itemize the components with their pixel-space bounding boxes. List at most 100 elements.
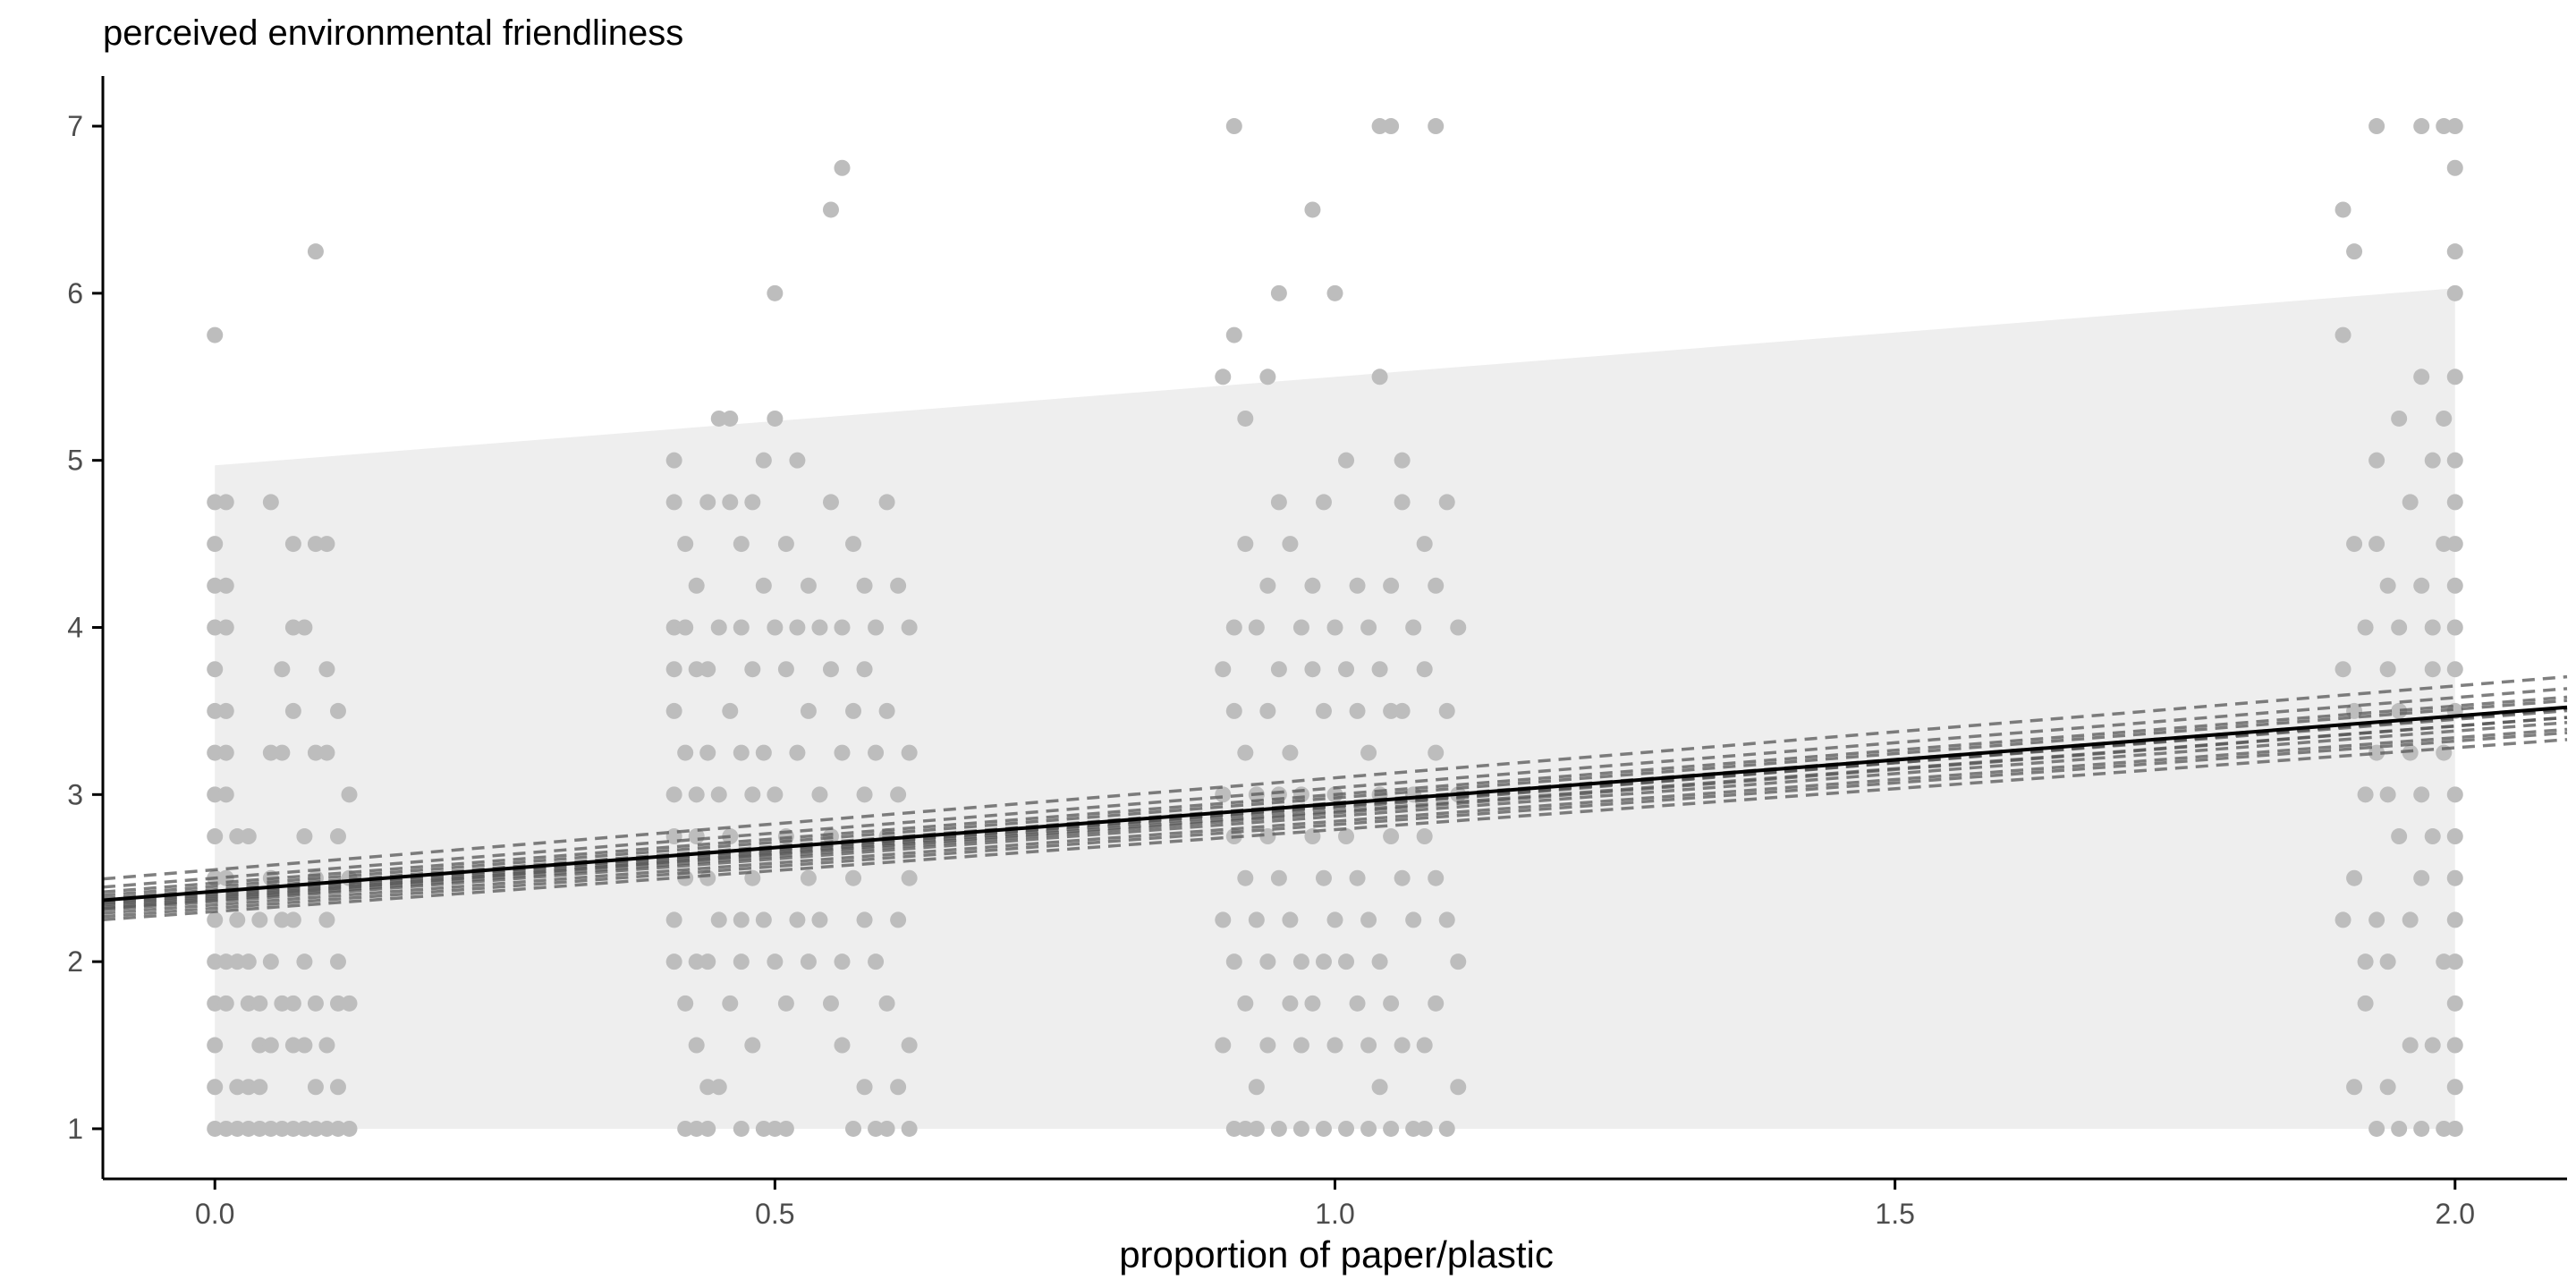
data-point — [318, 536, 335, 553]
data-point — [341, 1120, 358, 1137]
x-axis-ticks: 0.0 0.5 1.0 1.5 2.0 — [195, 1179, 2475, 1230]
data-point — [274, 661, 291, 678]
data-point — [2446, 159, 2463, 176]
data-point — [329, 828, 346, 845]
data-point — [1215, 911, 1232, 928]
data-point — [217, 619, 234, 636]
data-point — [329, 953, 346, 970]
data-point — [1304, 995, 1321, 1012]
data-point — [2334, 201, 2351, 218]
data-point — [2368, 452, 2385, 469]
data-point — [2368, 118, 2385, 135]
dashed-regression-line — [102, 721, 2568, 912]
data-point — [901, 1037, 918, 1054]
data-point — [1371, 953, 1388, 970]
data-point — [1394, 869, 1411, 886]
data-point — [1225, 118, 1242, 135]
data-point — [800, 702, 817, 719]
data-point — [755, 1120, 772, 1137]
data-point — [2446, 828, 2463, 845]
data-point — [1438, 494, 1455, 511]
data-point — [2368, 1120, 2385, 1137]
data-point — [789, 911, 806, 928]
data-point — [722, 995, 739, 1012]
data-point — [2357, 619, 2374, 636]
fitted-regression-line — [102, 705, 2568, 902]
data-point — [834, 744, 851, 761]
data-point — [2424, 828, 2441, 845]
data-point — [822, 201, 839, 218]
data-point — [688, 786, 705, 803]
data-point — [2379, 786, 2396, 803]
data-point — [318, 1120, 335, 1137]
data-point — [2446, 911, 2463, 928]
data-point — [207, 661, 224, 678]
data-point — [1360, 1120, 1377, 1137]
data-point — [890, 577, 907, 594]
data-point — [733, 744, 750, 761]
data-point — [307, 243, 324, 260]
data-point — [207, 702, 224, 719]
data-point — [1292, 1037, 1309, 1054]
data-point — [890, 911, 907, 928]
data-point — [1237, 744, 1254, 761]
data-point — [901, 1120, 918, 1137]
data-point — [822, 494, 839, 511]
data-point — [2346, 536, 2363, 553]
data-point — [1282, 995, 1299, 1012]
data-point — [284, 1120, 301, 1137]
data-point — [2436, 953, 2453, 970]
y-tick-label: 3 — [67, 778, 83, 810]
data-point — [1428, 995, 1445, 1012]
data-point — [1383, 1120, 1400, 1137]
data-point — [878, 995, 895, 1012]
data-point — [2446, 1037, 2463, 1054]
data-point — [307, 744, 324, 761]
y-tick-label: 1 — [67, 1113, 83, 1145]
x-tick-label: 0.5 — [755, 1198, 794, 1230]
data-point — [2424, 452, 2441, 469]
data-point — [1326, 1037, 1343, 1054]
data-point — [1338, 828, 1355, 845]
data-point — [1259, 577, 1276, 594]
dashed-regression-line — [102, 699, 2568, 897]
y-tick-label: 7 — [67, 110, 83, 142]
data-point — [845, 869, 862, 886]
data-point — [755, 744, 772, 761]
data-point — [868, 953, 885, 970]
data-point — [1338, 452, 1355, 469]
data-point — [1338, 953, 1355, 970]
data-point — [777, 1120, 794, 1137]
data-point — [1237, 410, 1254, 427]
data-point — [868, 744, 885, 761]
data-point — [217, 577, 234, 594]
data-point — [2413, 369, 2430, 386]
data-point — [284, 702, 301, 719]
data-point — [318, 744, 335, 761]
data-point — [1383, 577, 1400, 594]
data-point — [2391, 410, 2408, 427]
data-point — [688, 577, 705, 594]
data-point — [1428, 744, 1445, 761]
data-point — [1326, 619, 1343, 636]
data-point — [296, 828, 313, 845]
data-point — [789, 744, 806, 761]
data-point — [1282, 536, 1299, 553]
data-point — [699, 744, 716, 761]
data-point — [251, 995, 268, 1012]
data-point — [1428, 118, 1445, 135]
data-point — [1215, 661, 1232, 678]
data-point — [1371, 1079, 1388, 1096]
data-point — [240, 828, 257, 845]
data-point — [722, 702, 739, 719]
data-point — [677, 995, 694, 1012]
data-point — [800, 577, 817, 594]
data-point — [901, 744, 918, 761]
data-point — [688, 1120, 705, 1137]
data-point — [251, 1120, 268, 1137]
data-point — [207, 911, 224, 928]
data-point — [1225, 619, 1242, 636]
data-point — [665, 661, 682, 678]
data-point — [901, 619, 918, 636]
data-point — [789, 452, 806, 469]
